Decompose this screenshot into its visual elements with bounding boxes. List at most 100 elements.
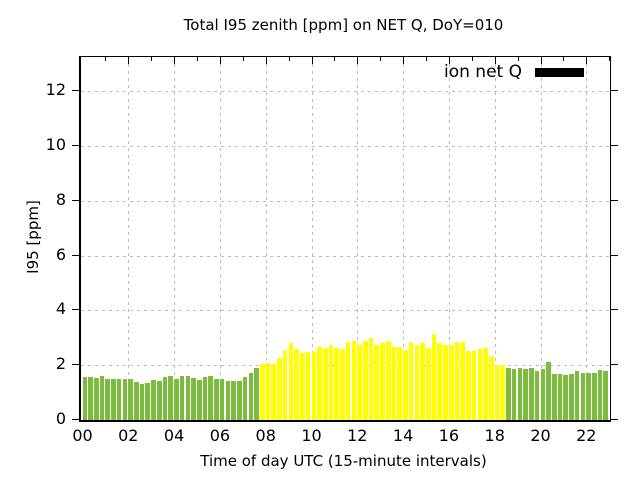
bar [328,345,334,420]
bar [454,341,460,420]
bar [391,347,397,420]
bar [357,344,362,420]
hour-tick [174,57,176,64]
bar [305,352,311,420]
bar [414,345,420,420]
bar [208,376,214,420]
legend-swatch [535,67,584,77]
bar [523,369,528,420]
bar [363,341,368,420]
y-tick-left [72,254,79,256]
bar [500,364,506,420]
y-tick-label: 12 [45,80,66,100]
hour-tick [128,57,130,64]
bar [551,373,557,420]
hour-tick [426,57,427,61]
hour-tick [242,57,244,61]
bar [334,348,339,420]
y-gridline [81,365,610,367]
x-axis-title: Time of day UTC (15-minute intervals) [200,452,487,470]
hour-tick [517,57,519,61]
x-gridline [357,57,359,420]
y-tick-right [611,309,618,311]
bar [93,378,99,420]
hour-tick [105,57,107,61]
bar [380,343,385,420]
bar [471,350,477,420]
bar [322,347,328,420]
bar [517,367,523,420]
bar [128,379,133,420]
hour-tick [151,57,153,61]
hour-tick [403,57,405,64]
y-tick-label: 2 [55,354,66,374]
x-gridline [448,57,450,420]
bar [288,343,294,420]
bar [437,342,443,420]
y-tick-right [611,145,618,147]
bar [431,333,437,420]
bar [557,373,563,420]
bar [248,372,254,420]
x-gridline [494,57,496,420]
x-gridline [311,57,313,420]
bar [420,343,425,420]
x-gridline [586,57,588,420]
bar [191,378,196,420]
bar [529,367,534,420]
y-tick-right [611,364,618,366]
bar [219,379,225,420]
bar [494,364,500,420]
y-tick-left [72,419,79,420]
bar [368,337,374,420]
bar [385,341,391,420]
hour-tick [586,57,588,64]
bar [139,383,145,420]
x-gridline [128,57,130,420]
bar [586,372,591,420]
y-tick-left [72,90,79,92]
bar [277,358,282,420]
y-tick-label: 4 [55,299,66,319]
y-tick-label: 10 [45,135,66,155]
y-tick-right [611,199,618,201]
bar [569,373,574,420]
bar [242,377,248,420]
bar [540,369,546,420]
bar [345,341,351,420]
bar [259,363,265,420]
bar [483,347,488,420]
hour-tick [540,57,542,64]
bar [162,377,168,420]
bar [122,379,128,420]
bar [99,376,105,420]
bar [179,376,185,420]
x-tick-label: 10 [301,426,322,445]
bar [448,344,454,420]
bar [592,372,597,420]
bar [111,379,116,420]
plot-area: ion net Q [79,56,611,422]
bar [116,379,122,420]
x-tick-label: 18 [484,426,505,445]
bar [311,352,317,420]
y-tick-left [72,145,79,147]
bar [460,341,465,420]
bar [105,379,110,420]
bar [197,380,202,420]
y-tick-label: 6 [55,244,66,264]
bar [351,341,357,420]
y-gridline [81,91,610,93]
chart-title: Total I95 zenith [ppm] on NET Q, DoY=010 [183,16,504,34]
x-tick-label: 12 [347,426,368,445]
bar [403,349,408,420]
y-axis-title: I95 [ppm] [24,200,42,274]
y-tick-left [72,364,79,366]
bar [202,377,208,420]
bar [534,370,540,420]
bar [511,369,517,420]
x-tick-label: 22 [576,426,597,445]
bar [156,381,162,420]
bar [151,380,156,420]
x-tick-label: 02 [118,426,139,445]
